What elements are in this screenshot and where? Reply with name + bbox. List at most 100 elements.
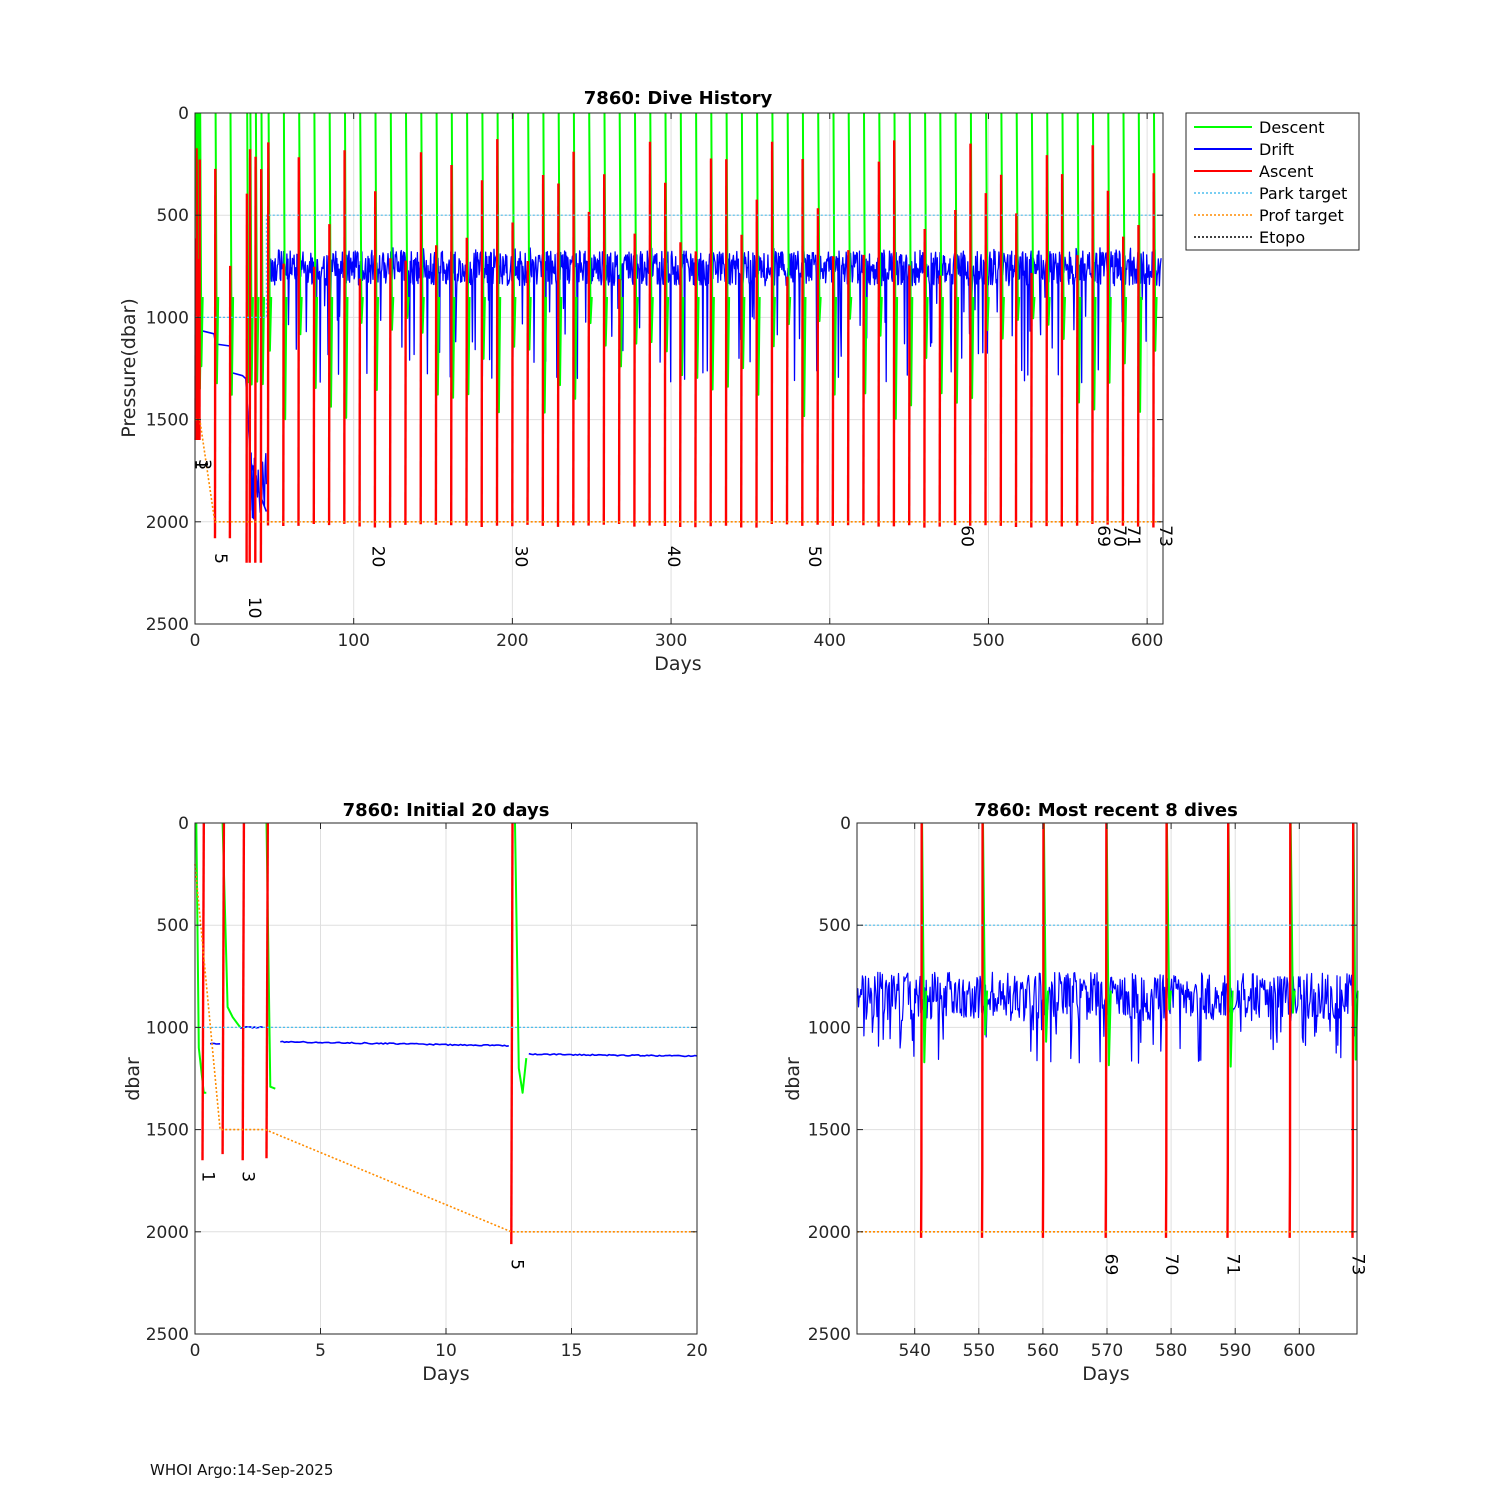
- dive-history-descent-line: [313, 112, 318, 389]
- dive-history-dive-number: 69: [1093, 525, 1113, 547]
- dive-history-xlabel: Days: [654, 653, 701, 675]
- initial-days-ascent-line: [265, 822, 269, 1159]
- dive-history-axes: 0 100 200 300 400 500 600 0 500 1000 1500 2000 2500: [146, 104, 1164, 651]
- dive-history-descent-line: [679, 112, 685, 377]
- legend-label-park-target: Park target: [1259, 184, 1347, 203]
- dive-history-ytick-label: 0: [178, 104, 189, 124]
- initial-days-title: 7860: Initial 20 days: [343, 800, 550, 821]
- dive-history-ytick-label: 1000: [146, 308, 189, 328]
- dive-history-dive-number: 70: [1109, 525, 1129, 547]
- dive-history-chart: 7860: Dive History Days Pressure(dbar) 1…: [118, 88, 1175, 675]
- initial-days-descent-line: [195, 822, 207, 1094]
- initial-days-descent-line: [514, 822, 528, 1094]
- dive-history-descent-line: [908, 112, 914, 407]
- dive-history-descent-line: [1137, 112, 1143, 413]
- initial-days-ascent-line: [241, 822, 246, 1161]
- dive-history-descent-line: [405, 112, 410, 319]
- recent-dives-ytick-label: 1500: [808, 1121, 851, 1141]
- dive-history-dive-number: 3: [194, 459, 214, 470]
- recent-dives-ascent-line: [1041, 822, 1045, 1238]
- recent-dives-ylabel: dbar: [782, 1057, 804, 1101]
- dive-history-park-target: [195, 214, 1163, 318]
- dive-history-descent-line: [1122, 112, 1128, 365]
- recent-dives-ascent-line: [1288, 822, 1292, 1238]
- legend: Descent Drift Ascent Park target Prof target…: [1185, 112, 1360, 251]
- dive-history-descent-line: [527, 112, 532, 351]
- dive-history-descent-line: [695, 112, 700, 379]
- initial-20-days-chart: 7860: Initial 20 days Days dbar 1 3 5 0 5 10 1…: [122, 800, 708, 1385]
- dive-history-dive-number: 71: [1123, 525, 1143, 547]
- initial-days-dive-number: 5: [506, 1259, 526, 1270]
- recent-dives-descent-line: [921, 822, 928, 1064]
- dive-history-deep-drift-series: [249, 452, 268, 520]
- initial-days-drift-line: [528, 1052, 698, 1058]
- dive-history-dive-number: 5: [210, 553, 230, 564]
- dive-history-descent-line: [1030, 112, 1036, 320]
- recent-dives-dive-number: 70: [1161, 1254, 1181, 1276]
- dive-history-descent-line: [863, 112, 868, 395]
- dive-history-descent-line: [847, 112, 853, 320]
- recent-dives-xtick-label: 560: [1027, 1341, 1059, 1361]
- recent-dives-ascent-line: [980, 822, 984, 1238]
- recent-dives-ytick-label: 0: [840, 814, 851, 834]
- initial-days-series: 1 3 5: [194, 822, 698, 1270]
- recent-dives-ascent-line: [1226, 822, 1230, 1238]
- dive-history-descent-line: [786, 112, 792, 326]
- dive-history-descent-line: [1076, 112, 1082, 404]
- initial-days-ytick-label: 1000: [146, 1018, 189, 1038]
- initial-days-dive-number: 3: [238, 1171, 258, 1182]
- dive-history-descent-line: [328, 112, 334, 408]
- initial-days-ytick-label: 1500: [146, 1121, 189, 1141]
- dive-history-dive-number: 40: [663, 546, 683, 568]
- initial-days-ytick-label: 2000: [146, 1223, 189, 1243]
- recent-dives-dive-number: 73: [1348, 1254, 1368, 1276]
- dive-history-descent-line: [1015, 112, 1021, 321]
- recent-dives-chart: 7860: Most recent 8 dives Days dbar 69 70…: [782, 800, 1368, 1385]
- initial-days-xtick-label: 0: [190, 1341, 201, 1361]
- recent-dives-ytick-label: 2500: [808, 1325, 851, 1345]
- recent-dives-xtick-label: 600: [1283, 1341, 1315, 1361]
- legend-box: [1185, 112, 1360, 251]
- dive-history-xtick-label: 400: [814, 631, 846, 651]
- dive-history-axes-box: [194, 112, 1164, 625]
- initial-days-descent-line: [221, 822, 242, 1028]
- dive-history-descent-line: [924, 112, 929, 359]
- dive-history-descent-line: [740, 112, 746, 370]
- dive-history-xtick-label: 0: [190, 631, 201, 651]
- dive-history-drift-series: [267, 247, 1162, 384]
- dive-history-ytick-label: 2000: [146, 513, 189, 533]
- recent-dives-ytick-label: 500: [819, 916, 851, 936]
- initial-days-ylabel: dbar: [122, 1057, 144, 1101]
- recent-dives-xtick-label: 550: [963, 1341, 995, 1361]
- dive-history-descent-line: [359, 112, 364, 324]
- initial-days-xtick-label: 10: [435, 1341, 457, 1361]
- recent-dives-ascent-line: [1351, 822, 1355, 1238]
- recent-dives-ascent-line: [1104, 822, 1108, 1238]
- recent-dives-ascent-line: [919, 822, 923, 1238]
- dive-history-descent-line: [435, 112, 441, 396]
- dive-history-dive-number: 73: [1155, 525, 1175, 547]
- recent-dives-title: 7860: Most recent 8 dives: [974, 800, 1238, 821]
- dive-history-descent-line: [634, 112, 639, 345]
- dive-history-descent-line: [985, 112, 990, 332]
- dive-history-descent-line: [618, 112, 624, 368]
- recent-dives-xtick-label: 540: [898, 1341, 930, 1361]
- dive-history-descent-line: [511, 112, 517, 348]
- dive-history-ytick-label: 1500: [146, 411, 189, 431]
- dive-history-prof-target: [195, 418, 1163, 523]
- dive-history-dive-number: 1: [190, 459, 210, 470]
- dive-history-descent-line: [588, 112, 593, 325]
- recent-dives-xtick-label: 590: [1219, 1341, 1251, 1361]
- initial-days-drift-line: [280, 1040, 509, 1047]
- recent-dives-dive-number: 69: [1101, 1254, 1121, 1276]
- initial-days-ytick-label: 2500: [146, 1325, 189, 1345]
- dive-history-descent-line: [229, 112, 235, 396]
- dive-history-dive-number: 60: [956, 525, 976, 547]
- initial-days-dive-number: 1: [198, 1171, 218, 1182]
- footer-credit: WHOI Argo:14-Sep-2025: [150, 1461, 334, 1479]
- dive-history-descent-line: [282, 112, 288, 421]
- recent-dives-dive-number: 71: [1223, 1254, 1243, 1276]
